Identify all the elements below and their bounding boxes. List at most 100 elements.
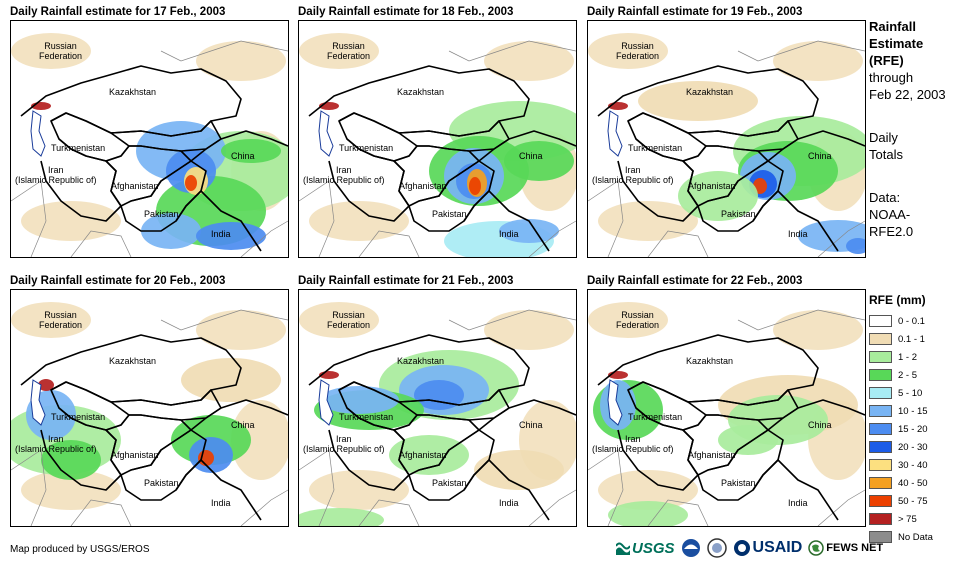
country-border (338, 112, 418, 162)
rainfall-area (504, 141, 574, 181)
legend-label: 0.1 - 1 (898, 333, 925, 345)
legend-item: 0.1 - 1 (869, 330, 965, 348)
rainfall-map-panel: Daily Rainfall estimate for 17 Feb., 200… (10, 6, 289, 258)
legend-label: 15 - 20 (898, 423, 928, 435)
rainfall-map-panel: Daily Rainfall estimate for 22 Feb., 200… (587, 275, 866, 527)
rainfall-map: Russian Federation Kazakhstan Turkmenistan… (10, 289, 289, 527)
info-date: Feb 22, 2003 (869, 87, 946, 102)
country-border (175, 459, 262, 521)
noaa-logo-icon (681, 539, 700, 557)
dry-area (588, 33, 668, 69)
dry-area (598, 470, 698, 510)
legend-item: > 75 (869, 510, 965, 528)
rainfall-map: Russian Federation Kazakhstan Turkmenistan… (587, 20, 866, 258)
info-title-line1: Rainfall (869, 19, 916, 34)
country-label-russia: Russian Federation (616, 41, 660, 61)
dry-area (598, 201, 698, 241)
country-label-pakistan: Pakistan (721, 209, 756, 219)
country-label-india: India (788, 498, 808, 508)
rainfall-area (38, 379, 54, 391)
dry-area (309, 201, 409, 241)
rainfall-map-panel: Daily Rainfall estimate for 20 Feb., 200… (10, 275, 289, 527)
rainfall-area (41, 440, 101, 480)
country-border (478, 399, 576, 431)
country-label-afghanistan: Afghanistan (688, 181, 736, 191)
legend-swatch (869, 351, 892, 363)
legend-item: 15 - 20 (869, 420, 965, 438)
rainfall-area (299, 508, 384, 526)
dry-area (309, 470, 409, 510)
minor-border (817, 489, 865, 526)
country-label-afghanistan: Afghanistan (399, 181, 447, 191)
legend-item: 10 - 15 (869, 402, 965, 420)
info-daily: Daily (869, 130, 898, 145)
rainfall-area (499, 219, 559, 243)
country-label-pakistan: Pakistan (144, 209, 179, 219)
country-border (752, 190, 839, 252)
country-label-iran: Iran (Islamic Republic of) (15, 165, 97, 185)
panel-title: Daily Rainfall estimate for 22 Feb., 200… (587, 275, 803, 287)
globe-icon (808, 540, 825, 556)
dry-area (21, 201, 121, 241)
caspian-sea (607, 379, 623, 426)
legend-item: 5 - 10 (869, 384, 965, 402)
dry-area (484, 310, 574, 350)
usaid-logo-text: USAID (752, 539, 803, 556)
fewsnet-logo: FEWS NET (808, 540, 883, 556)
legend-swatch (869, 387, 892, 399)
caspian-sea (30, 110, 46, 157)
country-border (20, 65, 242, 137)
minor-border (240, 489, 288, 526)
legend-swatch (869, 441, 892, 453)
legend-label: 1 - 2 (898, 351, 918, 363)
legend-swatch (869, 477, 892, 489)
legend-label: 2 - 5 (898, 369, 918, 381)
rainfall-map: Russian Federation Kazakhstan Turkmenistan… (10, 20, 289, 258)
caspian-sea (318, 110, 334, 157)
country-border (752, 459, 839, 521)
legend-label: 20 - 30 (898, 441, 928, 453)
minor-border (240, 220, 288, 257)
country-label-turkmenistan: Turkmenistan (628, 412, 683, 422)
dry-area (588, 302, 668, 338)
legend-item: 30 - 40 (869, 456, 965, 474)
country-label-india: India (211, 498, 231, 508)
minor-border (448, 40, 576, 62)
rainfall-map: Russian Federation Kazakhstan Turkmenistan… (587, 289, 866, 527)
legend-item: No Data (869, 528, 965, 546)
minor-border (647, 499, 709, 526)
dry-area (299, 302, 379, 338)
country-label-iran: Iran (Islamic Republic of) (592, 165, 674, 185)
legend-label: 40 - 50 (898, 477, 928, 489)
partner-logos: USGS USAID FEWS NET (616, 538, 883, 558)
doc-seal-icon (706, 538, 727, 558)
legend-label: 10 - 15 (898, 405, 928, 417)
minor-border (11, 180, 47, 257)
legend-swatch (869, 531, 892, 543)
country-label-pakistan: Pakistan (721, 478, 756, 488)
rainfall-area (389, 435, 469, 475)
country-label-turkmenistan: Turkmenistan (51, 143, 106, 153)
rainfall-area (474, 450, 564, 490)
country-border (463, 459, 550, 521)
country-label-india: India (499, 498, 519, 508)
country-label-russia: Russian Federation (616, 310, 660, 330)
country-label-afghanistan: Afghanistan (399, 450, 447, 460)
rainfall-map-panel: Daily Rainfall estimate for 21 Feb., 200… (298, 275, 577, 527)
info-through: through (869, 70, 914, 85)
country-label-afghanistan: Afghanistan (688, 450, 736, 460)
usgs-logo-text: USGS (632, 539, 675, 557)
country-label-turkmenistan: Turkmenistan (339, 143, 394, 153)
info-data-source2: RFE2.0 (869, 224, 914, 239)
country-label-iran: Iran (Islamic Republic of) (592, 434, 674, 454)
country-border (175, 190, 262, 252)
dry-area (484, 41, 574, 81)
caspian-sea (30, 379, 46, 426)
rainfall-area (638, 81, 758, 121)
rainfall-area (198, 450, 214, 466)
country-label-kazakhstan: Kazakhstan (397, 87, 445, 97)
rainfall-area (221, 139, 281, 163)
minor-border (160, 309, 288, 331)
country-label-kazakhstan: Kazakhstan (686, 356, 734, 366)
country-label-pakistan: Pakistan (432, 478, 467, 488)
